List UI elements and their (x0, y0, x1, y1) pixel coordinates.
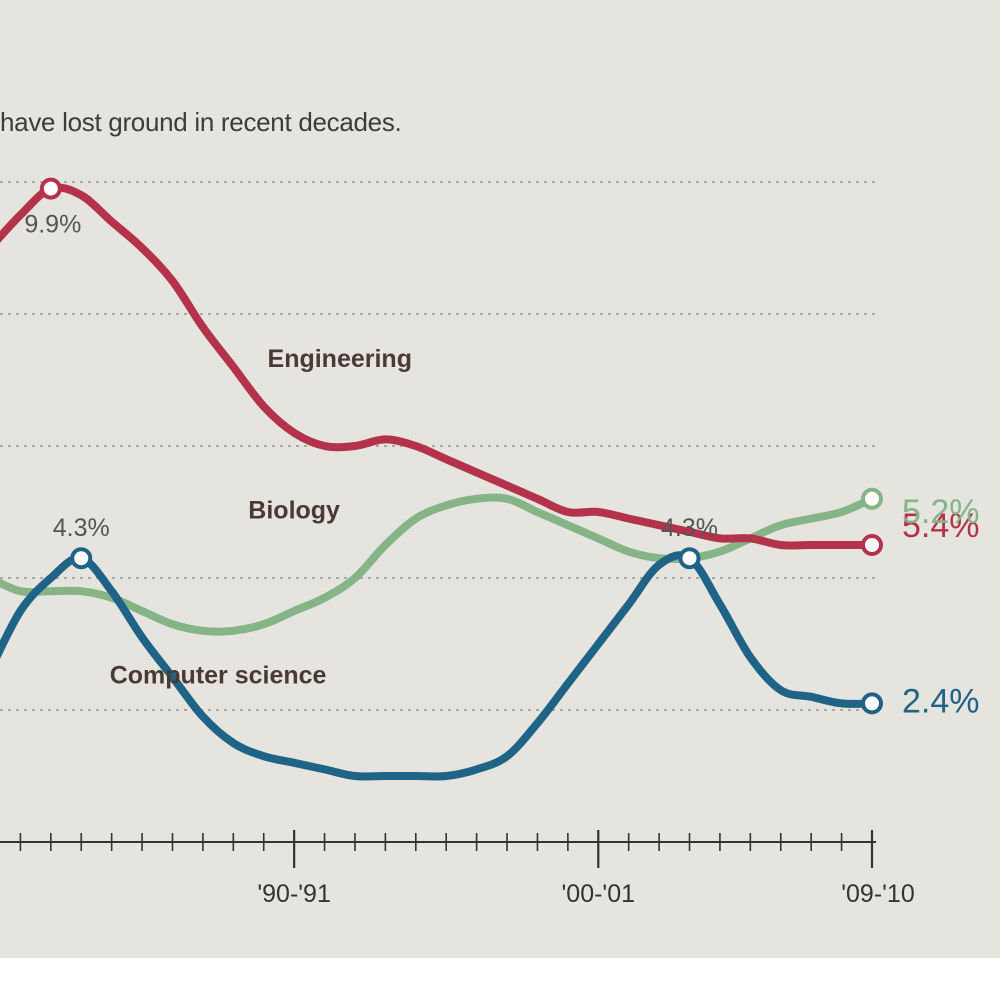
biology-line (0, 493, 876, 636)
peak-value-label: 4.3% (53, 514, 110, 542)
end-value-label: 2.4% (902, 682, 980, 720)
peak-value-label: 4.3% (661, 514, 718, 542)
peak-value-label: 9.9% (24, 211, 81, 239)
end-value-label: 5.2% (902, 493, 980, 531)
x-tick-label: '09-'10 (841, 880, 915, 908)
chart-panel: have lost ground in recent decades. '90-… (0, 0, 1000, 958)
computer-science-marker (861, 692, 883, 715)
engineering-marker (39, 177, 62, 200)
computer-science-label: Computer science (110, 662, 327, 690)
line-chart: '90-'91 '00-'01 '09-'10 Engineering Biology C… (0, 177, 980, 908)
biology-label: Biology (248, 497, 340, 525)
x-tick-label: '00-'01 (562, 880, 636, 908)
end-value-label: 5.4% (902, 507, 980, 545)
x-tick-label: '90-'91 (257, 880, 331, 908)
engineering-marker (861, 534, 883, 556)
computer-science-marker (70, 547, 93, 570)
computer-science-line (0, 551, 876, 781)
engineering-line (0, 183, 876, 550)
engineering-label: Engineering (268, 345, 412, 373)
chart-subtitle: have lost ground in recent decades. (0, 107, 402, 137)
biology-marker (861, 487, 883, 510)
computer-science-marker (678, 547, 701, 570)
